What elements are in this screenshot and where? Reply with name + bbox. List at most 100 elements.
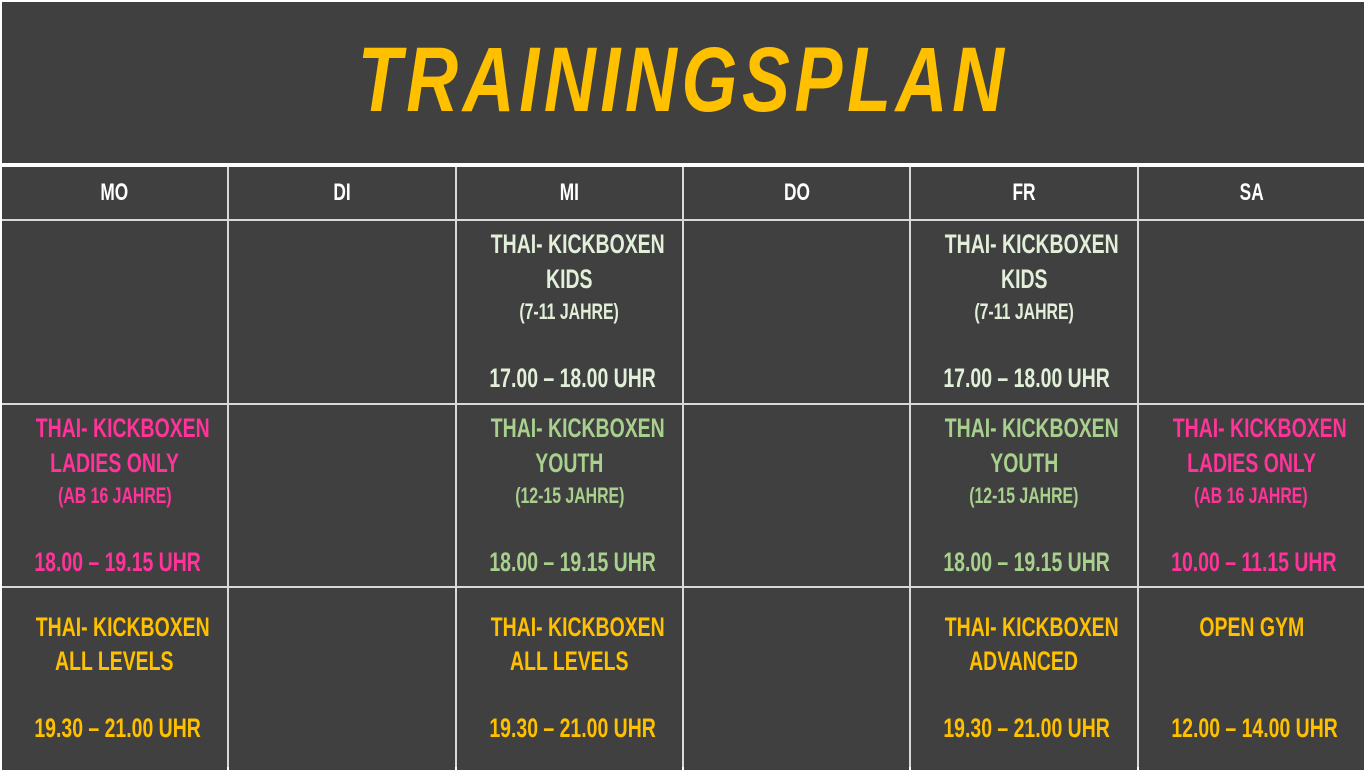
class-time: 10.00 – 11.15 UHR [1139,547,1364,577]
day-header-sa: SA [1138,167,1364,219]
class-slot: THAI- KICKBOXEN ALL LEVELS 19.30 – 21.00 U… [2,588,228,770]
age-group: (12-15 JAHRE) [911,483,1136,509]
page-title: TRAININGSPLAN [2,30,1364,130]
class-name-text: THAI- KICKBOXEN [35,413,210,443]
age-group: (7-11 JAHRE) [911,299,1136,325]
class-slot: THAI- KICKBOXEN ALL LEVELS 19.30 – 21.00 U… [456,588,682,770]
class-time-text: 17.00 – 18.00 UHR [489,363,656,393]
class-time-text: 18.00 – 19.15 UHR [34,547,201,577]
age-group: (AB 16 JAHRE) [1139,483,1364,509]
class-name-text: THAI- KICKBOXEN [1172,413,1347,443]
class-slot: THAI- KICKBOXEN ADVANCED 19.30 – 21.00 UHR [911,588,1137,770]
schedule-cell [229,405,455,586]
class-slot: OPEN GYM 12.00 – 14.00 UHR [1138,588,1364,770]
day-header-mi: MI [456,167,682,219]
class-name-line: THAI- KICKBOXEN [457,612,682,642]
class-name-text: THAI- KICKBOXEN [945,413,1120,443]
class-name-text: ALL LEVELS [55,646,174,676]
class-time: 18.00 – 19.15 UHR [2,547,227,577]
class-name-line: THAI- KICKBOXEN [2,612,227,642]
class-name-text: THAI- KICKBOXEN [945,612,1120,642]
title-banner: TRAININGSPLAN [2,2,1364,163]
class-time: 19.30 – 21.00 UHR [457,713,682,743]
class-name-line: THAI- KICKBOXEN [457,413,682,443]
age-group-text: (AB 16 JAHRE) [1194,483,1309,508]
age-group: (12-15 JAHRE) [457,483,682,509]
class-name-line: YOUTH [911,448,1136,478]
age-group-text: (7-11 JAHRE) [974,299,1074,324]
class-name-text: THAI- KICKBOXEN [490,612,665,642]
class-name-text: ALL LEVELS [510,646,629,676]
class-time-text: 17.00 – 18.00 UHR [943,363,1111,393]
class-name-line: ADVANCED [911,646,1136,676]
class-name-line: ALL LEVELS [457,646,682,676]
age-group-text: (7-11 JAHRE) [519,299,620,324]
day-label: MO [100,179,129,206]
class-time: 18.00 – 19.15 UHR [457,547,682,577]
day-header-fr: FR [911,167,1137,219]
class-name-line: THAI- KICKBOXEN [457,229,682,259]
day-header-di: DI [229,167,455,219]
day-header-mo: MO [2,167,228,219]
day-label: FR [1012,179,1036,206]
class-name-text: THAI- KICKBOXEN [490,229,665,259]
class-name-text: YOUTH [535,448,604,478]
class-slot: THAI- KICKBOXEN YOUTH (12-15 JAHRE) 18.00 –… [456,405,682,586]
schedule-cell [683,588,910,770]
class-name-line: LADIES ONLY [2,448,227,478]
class-name-text: ADVANCED [969,646,1079,676]
class-slot: THAI- KICKBOXEN LADIES ONLY (AB 16 JAHRE) 1… [1138,405,1364,586]
day-label: DO [783,179,810,206]
class-name-line: KIDS [457,264,682,294]
day-label: DI [333,179,351,206]
class-name-text: LADIES ONLY [50,448,180,478]
class-name-text: OPEN GYM [1198,612,1304,642]
class-name-line: THAI- KICKBOXEN [911,612,1136,642]
schedule-cell [683,405,910,586]
day-label: MI [559,179,579,206]
class-time: 19.30 – 21.00 UHR [2,713,227,743]
age-group: (AB 16 JAHRE) [2,483,227,509]
page-title-text: TRAININGSPLAN [357,29,1009,131]
class-time: 17.00 – 18.00 UHR [911,363,1136,393]
schedule-cell [1138,221,1364,403]
class-time: 12.00 – 14.00 UHR [1139,713,1364,743]
schedule-cell [229,588,455,770]
class-time-text: 18.00 – 19.15 UHR [943,547,1111,577]
class-slot: THAI- KICKBOXEN YOUTH (12-15 JAHRE) 18.00 –… [911,405,1137,586]
class-slot: THAI- KICKBOXEN LADIES ONLY (AB 16 JAHRE) 1… [2,405,228,586]
class-name-line: THAI- KICKBOXEN [911,229,1136,259]
class-name-text: LADIES ONLY [1186,448,1316,478]
class-time-text: 12.00 – 14.00 UHR [1171,713,1338,743]
schedule-table: MO DI MI DO FR SA THAI- KICKBOXEN KIDS (7-11 JAH… [2,167,1364,770]
class-name-text: KIDS [546,264,593,294]
schedule-cell [2,221,228,403]
class-name-text: THAI- KICKBOXEN [490,413,665,443]
schedule-cell [229,221,455,403]
class-name-line: THAI- KICKBOXEN [911,413,1136,443]
class-time: 18.00 – 19.15 UHR [911,547,1136,577]
class-time-text: 18.00 – 19.15 UHR [489,547,656,577]
class-time: 19.30 – 21.00 UHR [911,713,1136,743]
class-name-text: THAI- KICKBOXEN [35,612,210,642]
class-name-line: KIDS [911,264,1136,294]
class-slot: THAI- KICKBOXEN KIDS (7-11 JAHRE) 17.00 – 1… [456,221,682,403]
class-name-line: THAI- KICKBOXEN [2,413,227,443]
class-name-line: YOUTH [457,448,682,478]
class-name-text: KIDS [1000,264,1048,294]
class-time-text: 10.00 – 11.15 UHR [1170,547,1337,577]
class-name-line: LADIES ONLY [1139,448,1364,478]
age-group: (7-11 JAHRE) [457,299,682,325]
day-label: SA [1239,179,1264,206]
class-slot: THAI- KICKBOXEN KIDS (7-11 JAHRE) 17.00 – 1… [911,221,1137,403]
class-time-text: 19.30 – 21.00 UHR [34,713,201,743]
schedule-cell [683,221,910,403]
class-name-line: ALL LEVELS [2,646,227,676]
age-group-text: (AB 16 JAHRE) [57,483,172,508]
age-group-text: (12-15 JAHRE) [514,483,624,508]
class-name-line: OPEN GYM [1139,612,1364,642]
class-name-line: THAI- KICKBOXEN [1139,413,1364,443]
class-name-text: YOUTH [989,448,1059,478]
class-time-text: 19.30 – 21.00 UHR [489,713,656,743]
day-header-do: DO [683,167,910,219]
